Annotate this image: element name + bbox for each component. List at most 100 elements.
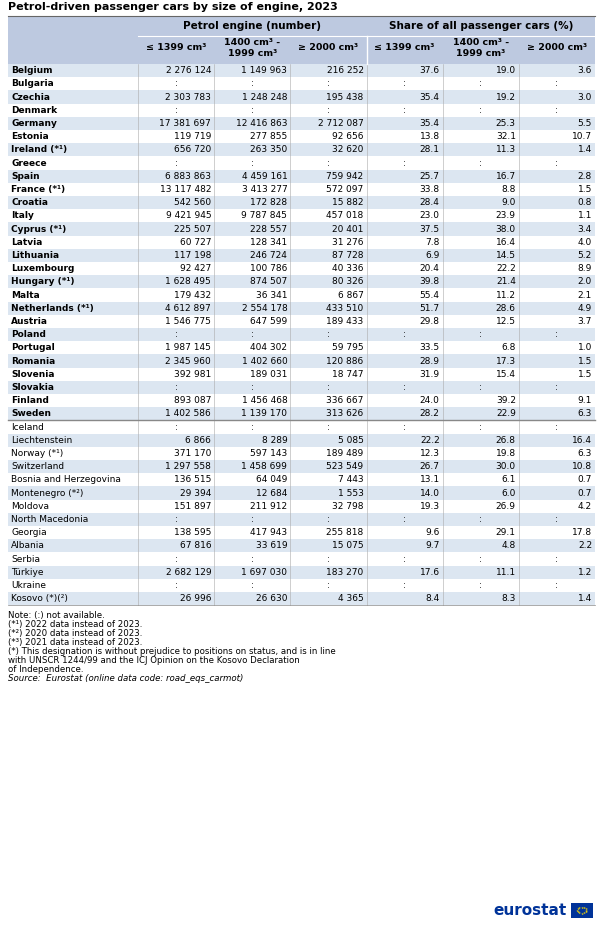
Text: Denmark: Denmark — [11, 105, 57, 115]
Text: 1.4: 1.4 — [578, 145, 592, 155]
Text: Petrol engine (number): Petrol engine (number) — [183, 21, 321, 31]
Text: 67 816: 67 816 — [179, 541, 211, 550]
Text: :: : — [175, 105, 178, 115]
Text: 13 117 482: 13 117 482 — [160, 185, 211, 194]
Text: 211 912: 211 912 — [250, 501, 287, 511]
Text: ★: ★ — [585, 909, 588, 912]
Text: :: : — [175, 581, 178, 590]
Text: 656 720: 656 720 — [174, 145, 211, 155]
Text: 13.1: 13.1 — [419, 475, 440, 485]
Text: 92 427: 92 427 — [180, 264, 211, 273]
Text: Germany: Germany — [11, 119, 57, 128]
Text: 2.0: 2.0 — [578, 278, 592, 286]
Text: 32 620: 32 620 — [332, 145, 364, 155]
Text: France (*¹): France (*¹) — [11, 185, 65, 194]
Text: 2.8: 2.8 — [578, 171, 592, 181]
Text: 87 728: 87 728 — [332, 251, 364, 260]
Text: :: : — [251, 105, 254, 115]
Text: Liechtenstein: Liechtenstein — [11, 435, 72, 445]
Text: 28.9: 28.9 — [419, 357, 440, 365]
Text: :: : — [403, 330, 406, 339]
Bar — [8, 157, 595, 170]
Text: :: : — [251, 581, 254, 590]
Text: 136 515: 136 515 — [174, 475, 211, 485]
Text: 16.7: 16.7 — [496, 171, 516, 181]
Text: 0.7: 0.7 — [578, 475, 592, 485]
Text: 24.0: 24.0 — [420, 396, 440, 405]
Text: Latvia: Latvia — [11, 238, 43, 247]
Text: 6.8: 6.8 — [502, 343, 516, 352]
Text: 1 458 699: 1 458 699 — [241, 462, 287, 471]
Text: 1 697 030: 1 697 030 — [241, 568, 287, 577]
Text: 195 438: 195 438 — [326, 92, 364, 102]
Text: 9.1: 9.1 — [578, 396, 592, 405]
Text: 4.2: 4.2 — [578, 501, 592, 511]
Text: 572 097: 572 097 — [326, 185, 364, 194]
Text: 128 341: 128 341 — [250, 238, 287, 247]
Text: :: : — [327, 422, 330, 432]
Text: :: : — [479, 422, 482, 432]
Text: :: : — [175, 79, 178, 89]
Text: ≤ 1399 cm³: ≤ 1399 cm³ — [146, 44, 206, 52]
Text: ★: ★ — [583, 911, 586, 915]
Text: :: : — [251, 383, 254, 391]
Text: Slovenia: Slovenia — [11, 370, 55, 378]
Text: 40 336: 40 336 — [332, 264, 364, 273]
Text: 22.9: 22.9 — [496, 409, 516, 418]
Text: 4 612 897: 4 612 897 — [166, 304, 211, 313]
Text: :: : — [556, 105, 559, 115]
Text: 12.3: 12.3 — [419, 449, 440, 458]
Text: :: : — [556, 158, 559, 168]
Text: 19.0: 19.0 — [496, 66, 516, 75]
Text: 2 554 178: 2 554 178 — [242, 304, 287, 313]
Text: 1.1: 1.1 — [578, 212, 592, 220]
Text: 19.2: 19.2 — [496, 92, 516, 102]
Text: 1 248 248: 1 248 248 — [242, 92, 287, 102]
Text: 10.7: 10.7 — [572, 132, 592, 141]
Text: Serbia: Serbia — [11, 555, 40, 564]
Text: 138 595: 138 595 — [174, 528, 211, 537]
Bar — [8, 16, 595, 64]
Text: 2 682 129: 2 682 129 — [166, 568, 211, 577]
Text: North Macedonia: North Macedonia — [11, 514, 88, 524]
Text: 1 553: 1 553 — [338, 488, 364, 498]
Text: :: : — [403, 555, 406, 564]
Text: 19.3: 19.3 — [419, 501, 440, 511]
Text: 6.3: 6.3 — [578, 409, 592, 418]
Text: 417 943: 417 943 — [250, 528, 287, 537]
Text: 12 684: 12 684 — [256, 488, 287, 498]
Text: 15.4: 15.4 — [496, 370, 516, 378]
Text: :: : — [556, 555, 559, 564]
Text: 4.0: 4.0 — [578, 238, 592, 247]
Text: 189 433: 189 433 — [326, 317, 364, 326]
Text: 433 510: 433 510 — [326, 304, 364, 313]
Text: 6 867: 6 867 — [338, 291, 364, 299]
Text: 26.7: 26.7 — [419, 462, 440, 471]
Text: Greece: Greece — [11, 158, 47, 168]
Text: Albania: Albania — [11, 541, 45, 550]
Bar — [8, 262, 595, 275]
Text: 18 747: 18 747 — [332, 370, 364, 378]
Text: :: : — [479, 555, 482, 564]
Text: 14.0: 14.0 — [419, 488, 440, 498]
Text: 39.2: 39.2 — [496, 396, 516, 405]
Text: 6.3: 6.3 — [578, 449, 592, 458]
Bar — [8, 566, 595, 579]
Text: 16.4: 16.4 — [572, 435, 592, 445]
Text: 92 656: 92 656 — [332, 132, 364, 141]
Text: 17 381 697: 17 381 697 — [160, 119, 211, 128]
Text: 0.7: 0.7 — [578, 488, 592, 498]
Text: 80 326: 80 326 — [332, 278, 364, 286]
Text: Belgium: Belgium — [11, 66, 53, 75]
Text: (*³) 2021 data instead of 2023.: (*³) 2021 data instead of 2023. — [8, 638, 142, 647]
Text: 1.5: 1.5 — [578, 370, 592, 378]
Text: 12.5: 12.5 — [496, 317, 516, 326]
Text: ★: ★ — [577, 910, 580, 914]
Text: :: : — [327, 158, 330, 168]
Text: :: : — [251, 79, 254, 89]
Text: 1 987 145: 1 987 145 — [165, 343, 211, 352]
Bar — [8, 236, 595, 249]
Bar — [8, 354, 595, 367]
Text: 26.9: 26.9 — [496, 501, 516, 511]
Text: 6 866: 6 866 — [185, 435, 211, 445]
